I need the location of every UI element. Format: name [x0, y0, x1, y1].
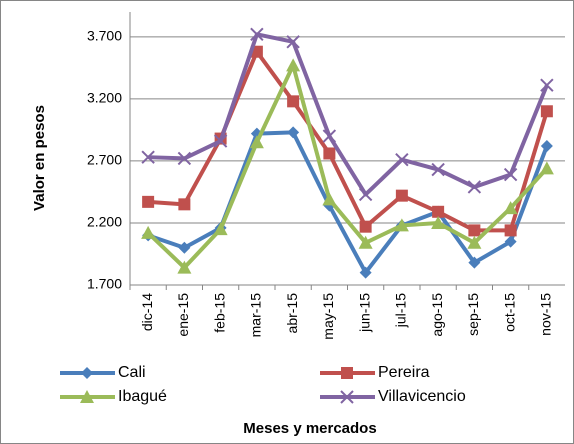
x-tick-label: jul-15 [393, 293, 409, 328]
data-point [467, 235, 482, 249]
data-point [503, 167, 518, 182]
data-point [467, 180, 482, 194]
data-point [504, 224, 517, 237]
legend-marker [341, 367, 353, 379]
data-point [358, 187, 373, 202]
series-line [147, 130, 549, 275]
x-tick-label: may-15 [320, 293, 336, 340]
legend-label: Pereira [378, 364, 430, 381]
data-point [322, 129, 337, 143]
y-tick-label: 3.200 [87, 90, 122, 106]
x-tick-label: mar-15 [248, 293, 264, 338]
y-tick-label: 3.700 [87, 28, 122, 44]
x-tick-label: ene-15 [175, 293, 191, 337]
y-tick-label: 2.200 [87, 214, 122, 230]
data-point [468, 256, 481, 269]
data-point [431, 162, 445, 177]
x-axis-title: Meses y mercados [243, 420, 376, 437]
x-tick-label: ago-15 [429, 293, 445, 337]
x-tick-label: abr-15 [284, 293, 300, 334]
legend-label: Cali [118, 364, 146, 381]
data-point [359, 266, 372, 279]
y-tick-label: 1.700 [87, 276, 122, 292]
data-point [359, 220, 372, 233]
data-point [177, 260, 192, 274]
data-point [178, 198, 191, 211]
data-point [142, 195, 155, 208]
data-point [322, 192, 337, 206]
legend-marker [80, 390, 94, 403]
series-line [148, 32, 549, 197]
data-point [503, 201, 518, 215]
series-line [147, 49, 549, 233]
legend-label: Villavicencio [378, 388, 466, 405]
data-point [394, 218, 409, 232]
data-point [250, 27, 264, 42]
data-point [504, 235, 517, 248]
data-point [286, 58, 301, 72]
data-point [286, 35, 300, 49]
data-point [539, 161, 554, 175]
data-point [141, 150, 155, 164]
data-point [249, 135, 264, 149]
series-line [146, 63, 549, 270]
data-point [287, 95, 300, 108]
x-tick-label: dic-14 [139, 293, 155, 331]
x-tick-label: jun-15 [356, 293, 372, 333]
data-point [178, 241, 191, 254]
x-tick-label: feb-15 [211, 293, 227, 333]
y-tick-label: 2.700 [87, 152, 122, 168]
x-tick-label: oct-15 [501, 293, 517, 332]
y-axis-title: Valor en pesos [31, 105, 48, 211]
data-point [177, 151, 192, 166]
data-point [358, 235, 373, 249]
data-point [395, 189, 408, 202]
data-point [287, 126, 300, 139]
data-point [540, 105, 553, 118]
data-point [468, 224, 481, 237]
x-tick-label: sep-15 [465, 293, 481, 336]
data-point [431, 215, 446, 229]
legend-label: Ibagué [118, 388, 167, 405]
x-tick-label: nov-15 [538, 293, 554, 336]
data-point [395, 152, 409, 167]
data-point [141, 225, 156, 239]
data-point [540, 78, 554, 92]
data-point [323, 147, 336, 160]
data-point [540, 140, 553, 153]
legend-marker [340, 390, 354, 404]
data-point [432, 205, 445, 218]
data-point [213, 222, 228, 236]
data-point [213, 134, 228, 148]
legend-marker [81, 367, 93, 379]
